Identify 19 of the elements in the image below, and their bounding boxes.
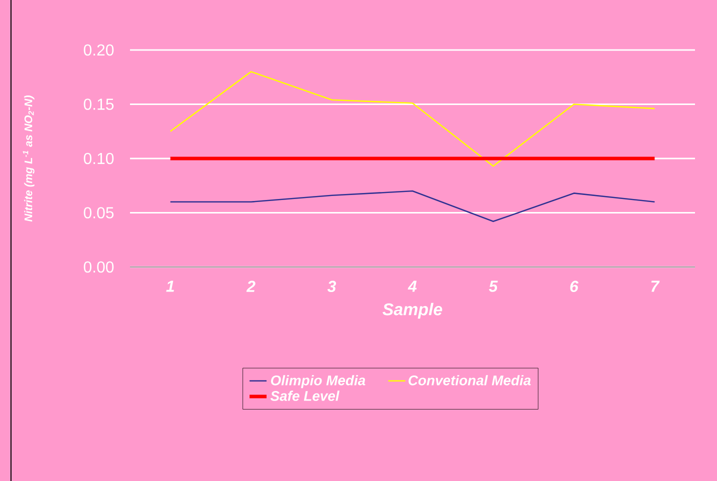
y-tick-label: 0.10	[84, 152, 114, 164]
legend-label: Olimpio Media	[270, 375, 366, 388]
line-series	[170, 71, 656, 167]
line-series	[170, 190, 656, 222]
legend-label: Safe Level	[270, 390, 340, 401]
y-tick-label: 0.15	[84, 98, 114, 110]
x-tick-label: 5	[488, 280, 498, 292]
y-tick-label: 0.20	[84, 44, 114, 56]
legend-label: Convetional Media	[408, 375, 531, 386]
x-axis-title: Sample	[382, 302, 442, 319]
y-tick-label: 0.00	[84, 261, 114, 273]
x-tick-label: 3	[327, 280, 336, 292]
x-tick-label: 4	[408, 280, 417, 292]
x-tick-label: 6	[570, 280, 578, 292]
x-tick-label: 1	[166, 280, 174, 292]
y-tick-label: 0.05	[84, 207, 114, 218]
x-tick-label: 2	[246, 280, 256, 292]
y-axis-title: Nitrite (mg L$^{-1}$ as NO$_{2}$-N)	[22, 96, 34, 222]
x-tick-label: 7	[651, 280, 660, 292]
